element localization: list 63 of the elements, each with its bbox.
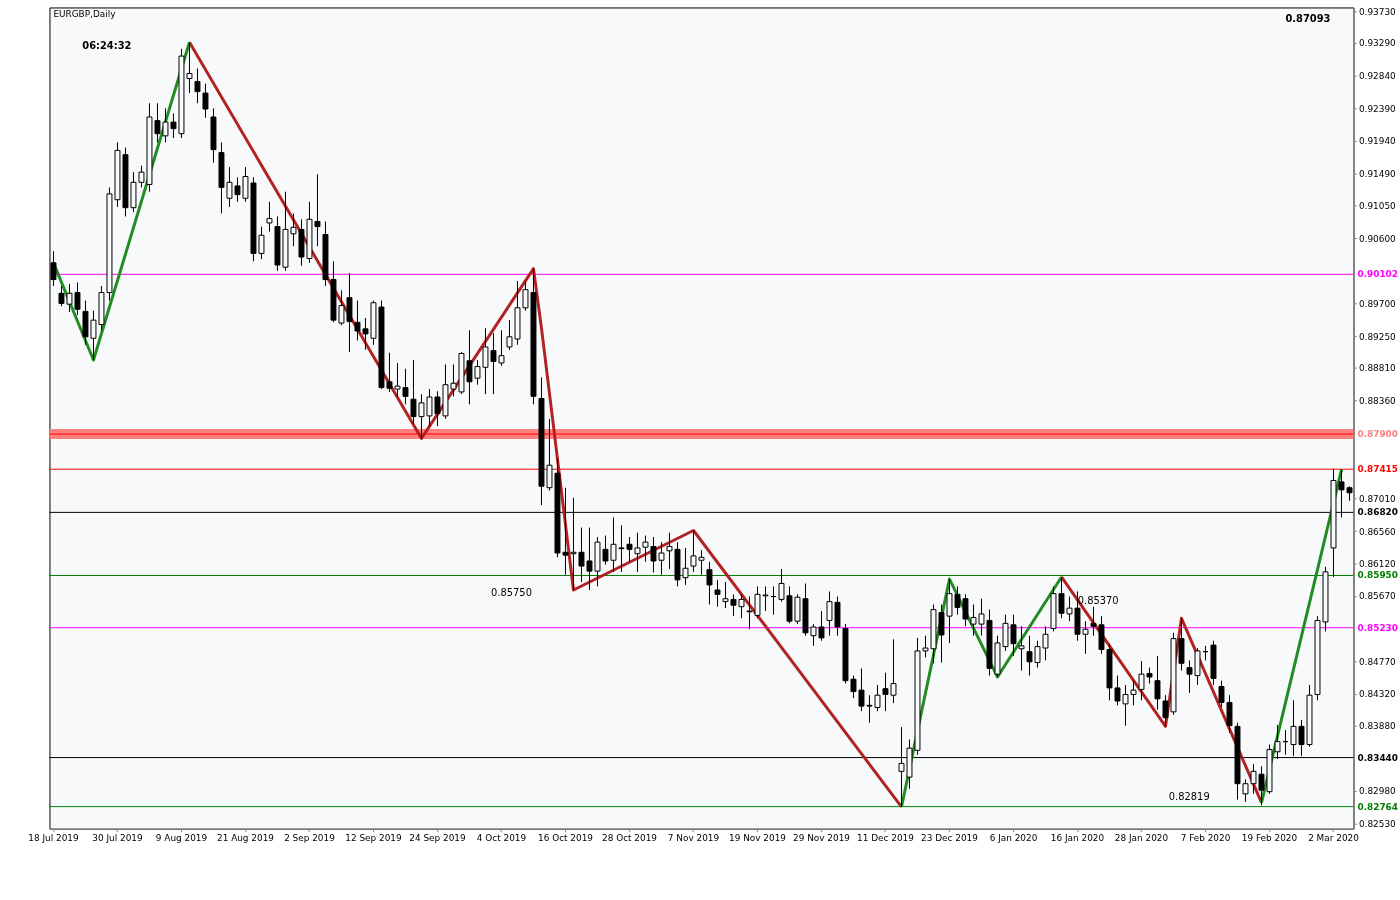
x-tick-label: 24 Sep 2019 xyxy=(409,833,466,844)
x-tick-label: 18 Jul 2019 xyxy=(28,833,79,844)
candlestick xyxy=(1018,625,1025,672)
x-tick-label: 2 Mar 2020 xyxy=(1308,833,1360,844)
y-tick-label: 0.91940 xyxy=(1358,136,1397,147)
candlestick xyxy=(706,561,713,606)
y-tick-label: 0.89250 xyxy=(1358,331,1397,342)
x-tick-label: 7 Nov 2019 xyxy=(667,833,720,844)
y-tick-label: 0.90600 xyxy=(1358,233,1397,244)
x-tick-label: 19 Nov 2019 xyxy=(729,833,787,844)
y-tick-label: 0.84770 xyxy=(1358,656,1397,667)
x-tick-label: 23 Dec 2019 xyxy=(921,833,979,844)
x-tick-label: 4 Oct 2019 xyxy=(476,833,527,844)
x-tick-label: 29 Nov 2019 xyxy=(793,833,851,844)
x-tick-label: 2 Sep 2019 xyxy=(284,833,336,844)
y-tick-label: 0.85670 xyxy=(1358,591,1397,602)
candlestick xyxy=(266,201,273,233)
x-tick-label: 30 Jul 2019 xyxy=(92,833,143,844)
band-label: 0.87900 xyxy=(1357,429,1398,439)
x-tick-label: 16 Jan 2020 xyxy=(1050,833,1105,844)
y-tick-label: 0.82980 xyxy=(1358,786,1397,797)
x-tick-label: 9 Aug 2019 xyxy=(155,833,208,844)
y-tick-label: 0.88810 xyxy=(1358,363,1397,374)
y-tick-label: 0.91490 xyxy=(1358,169,1397,180)
annotation: 0.87093 xyxy=(1285,13,1331,25)
candlestick xyxy=(1154,655,1161,711)
ref-line-label: 0.85230 xyxy=(1357,622,1398,633)
x-tick-label: 7 Feb 2020 xyxy=(1180,833,1231,844)
ref-line-label: 0.85950 xyxy=(1357,570,1398,581)
candlestick xyxy=(194,67,201,104)
y-tick-label: 0.89700 xyxy=(1358,298,1397,309)
y-tick-label: 0.93290 xyxy=(1358,38,1397,49)
x-tick-label: 21 Aug 2019 xyxy=(217,833,275,844)
candlestick xyxy=(714,579,721,608)
ref-line-label: 0.86820 xyxy=(1357,507,1398,518)
candlestick xyxy=(202,83,209,119)
ref-line-label: 0.87415 xyxy=(1357,464,1398,475)
y-tick-label: 0.86120 xyxy=(1358,558,1397,569)
x-tick-label: 28 Jan 2020 xyxy=(1114,833,1169,844)
x-tick-label: 19 Feb 2020 xyxy=(1241,833,1298,844)
y-tick-label: 0.91050 xyxy=(1358,200,1397,211)
y-tick-label: 0.92390 xyxy=(1358,103,1397,114)
chart-title: EURGBP,Daily xyxy=(53,9,116,20)
y-tick-label: 0.82530 xyxy=(1358,819,1397,830)
annotation: 0.85370 xyxy=(1077,595,1119,607)
y-tick-label: 0.86560 xyxy=(1358,526,1397,537)
y-tick-label: 0.87010 xyxy=(1358,494,1397,505)
y-tick-label: 0.83880 xyxy=(1358,721,1397,732)
x-tick-label: 28 Oct 2019 xyxy=(602,833,658,844)
ref-line-label: 0.83440 xyxy=(1357,752,1398,763)
annotation: 06:24:32 xyxy=(82,40,132,52)
x-tick-label: 16 Oct 2019 xyxy=(538,833,594,844)
x-tick-label: 6 Jan 2020 xyxy=(989,833,1038,844)
x-tick-label: 12 Sep 2019 xyxy=(345,833,402,844)
y-tick-label: 0.88360 xyxy=(1358,396,1397,407)
y-tick-label: 0.84320 xyxy=(1358,689,1397,700)
ref-line-label: 0.90102 xyxy=(1357,269,1398,280)
annotation: 0.82819 xyxy=(1168,790,1210,802)
annotation: 0.85750 xyxy=(491,587,532,599)
y-tick-label: 0.93730 xyxy=(1358,6,1397,17)
ref-line-label: 0.82764 xyxy=(1357,801,1398,812)
y-tick-label: 0.92840 xyxy=(1358,71,1397,82)
x-tick-label: 11 Dec 2019 xyxy=(857,833,915,844)
